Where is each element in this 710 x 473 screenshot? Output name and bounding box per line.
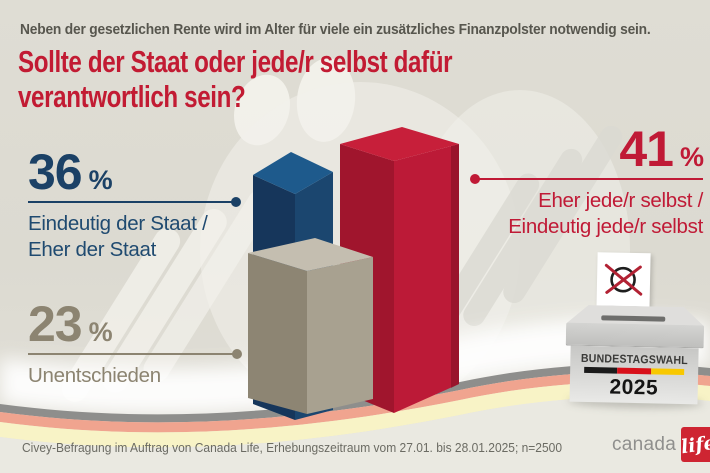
stat-unentschieden: 23% Unentschieden <box>28 299 242 389</box>
flag-black-segment <box>584 366 618 374</box>
logo-life-script: life <box>679 431 710 458</box>
stat-staat-label-line2: Eher der Staat <box>28 237 156 261</box>
stat-unentschieden-value: 23% <box>28 299 240 349</box>
intro-text: Neben der gesetzlichen Rente wird im Alt… <box>20 22 651 38</box>
stat-staat-value: 36% <box>28 147 239 197</box>
connector-line-unentschieden <box>28 349 242 359</box>
stat-selbst-value: 41% <box>472 121 704 177</box>
stat-selbst-label-line2: Eindeutig jede/r selbst <box>508 214 703 238</box>
flag-red-segment <box>617 367 651 375</box>
logo-word: canada <box>612 434 677 455</box>
ballot-box-front: BUNDESTAGSWAHL 2025 <box>569 345 699 405</box>
stat-unentschieden-unit: % <box>88 317 113 347</box>
source-note: Civey-Befragung im Auftrag von Canada Li… <box>22 441 563 455</box>
year-label: 2025 <box>609 375 659 400</box>
stat-unentschieden-label-text: Unentschieden <box>28 364 161 387</box>
bar-unentschieden <box>248 238 373 414</box>
stat-selbst-label: Eher jede/r selbst / Eindeutig jede/r se… <box>472 188 703 240</box>
stat-staat: 36% Eindeutig der Staat / Eher der Staat <box>28 147 241 263</box>
stat-staat-number: 36 <box>28 144 83 200</box>
ballot-box-lid <box>565 322 705 349</box>
stat-selbst-unit: % <box>679 142 704 172</box>
footer-band <box>0 396 710 473</box>
stat-staat-unit: % <box>88 165 113 195</box>
stat-unentschieden-label: Unentschieden <box>28 363 240 389</box>
wave-salmon <box>0 371 710 433</box>
connector-dot-unentschieden <box>232 349 242 359</box>
title-line-2: verantwortlich sein? <box>18 79 246 114</box>
title-line-1: Sollte der Staat oder jede/r selbst dafü… <box>18 44 453 79</box>
page-title: Sollte der Staat oder jede/r selbst dafü… <box>18 44 453 114</box>
vote-mark-icon <box>604 263 643 296</box>
stat-selbst-label-line1: Eher jede/r selbst / <box>538 189 703 212</box>
bundestagswahl-label: BUNDESTAGSWAHL <box>580 352 689 368</box>
connector-line-selbst <box>470 174 703 184</box>
stat-staat-label-line1: Eindeutig der Staat / <box>28 212 208 235</box>
connector-line-staat <box>28 197 241 207</box>
connector-dot-staat <box>231 197 241 207</box>
stat-selbst-number: 41 <box>619 121 674 177</box>
ballot-paper <box>596 252 651 309</box>
ballot-box: BUNDESTAGSWAHL 2025 <box>561 246 709 415</box>
logo-life-tile: life ™ <box>679 427 710 462</box>
canada-life-logo: canada life ™ <box>612 427 710 462</box>
stat-selbst: 41% Eher jede/r selbst / Eindeutig jede/… <box>470 121 704 240</box>
wave-yellow <box>0 381 710 448</box>
connector-dot-selbst <box>470 174 480 184</box>
flag-gold-segment <box>650 368 685 376</box>
german-flag-stripe <box>584 366 685 376</box>
stat-staat-label: Eindeutig der Staat / Eher der Staat <box>28 211 239 263</box>
stat-unentschieden-number: 23 <box>28 296 83 352</box>
